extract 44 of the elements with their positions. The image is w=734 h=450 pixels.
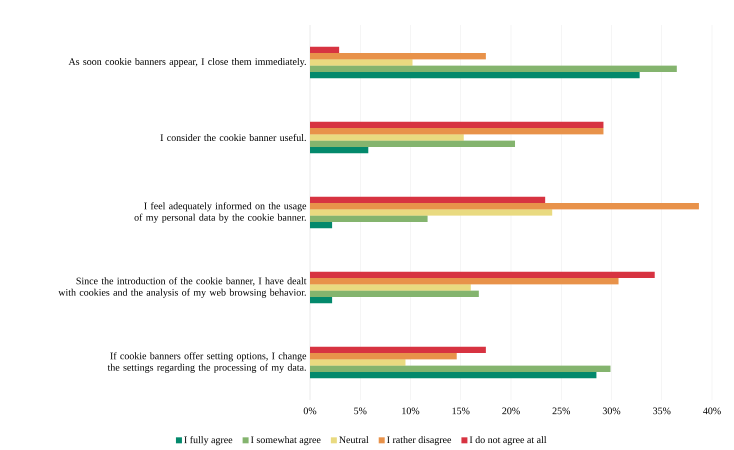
bar [310,146,368,154]
bar [310,72,640,78]
bar [310,46,340,54]
bar [310,128,604,134]
x-tick-label: 10% [402,408,420,414]
bar [310,346,486,354]
bar [310,359,406,366]
bar [310,134,464,141]
bar [310,296,332,304]
bar [310,290,479,297]
bar [310,372,596,378]
x-tick-label: 15% [452,408,470,414]
bar [310,222,332,228]
y-tick-label: I feel adequately informed on the usage of my personal data by the cookie banner. [134,202,306,223]
y-tick-label: If cookie banners offer setting options, I change the settings regarding the processing of my data. [108,352,306,373]
x-tick-label: 5% [354,408,367,414]
bar [310,278,619,284]
x-tick-label: 40% [703,408,721,414]
bar [310,122,604,128]
y-tick-label: Since the introduction of the cookie banner, I have dealt with cookies and the analysis of my web browsing behavior. [58,277,306,298]
bar [310,59,413,66]
legend-label: I do not agree at all [470,436,546,446]
bar [310,284,471,291]
x-tick-label: 30% [602,408,620,414]
bar [310,353,457,360]
bar [310,366,610,372]
legend-label: I rather disagree [387,436,452,446]
bar [310,140,516,147]
x-tick-label: 0% [304,408,316,414]
bar [310,272,655,278]
bar [310,196,546,204]
bar [310,203,699,210]
x-tick-label: 25% [552,408,570,414]
legend-label: Neutral [339,436,369,444]
bar [310,209,552,216]
y-tick-label: I consider the cookie banner useful. [160,134,306,142]
legend-label: I fully agree [184,436,232,446]
legend-label: I somewhat agree [250,436,321,446]
y-tick-label: As soon cookie banners appear, I close them immediately. [68,58,306,68]
bar [310,216,428,222]
x-tick-label: 20% [502,408,520,414]
bar [310,66,677,72]
x-tick-label: 35% [653,408,671,414]
bar [310,53,486,60]
